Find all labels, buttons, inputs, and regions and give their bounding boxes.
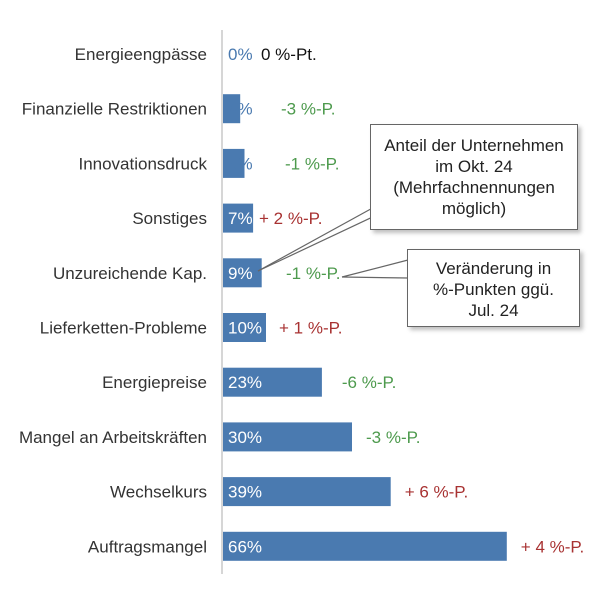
change-label: + 1 %-P.: [279, 319, 342, 338]
callout-share-line-4: möglich): [441, 199, 507, 218]
change-label: + 2 %-P.: [259, 209, 322, 228]
value-label: 39%: [228, 483, 262, 502]
bar: [223, 313, 266, 342]
bar: [223, 148, 245, 178]
value-label: 5%: [228, 154, 253, 173]
category-label: Auftragsmangel: [88, 537, 207, 556]
bar: [223, 367, 322, 397]
callout-change-pointer-2: [341, 276, 409, 279]
callout-share-line-3: (Mehrfachnennungen: [393, 178, 555, 197]
category-label: Mangel an Arbeitskräften: [19, 428, 207, 447]
bar: [223, 94, 241, 124]
change-label: -3 %-P.: [281, 100, 336, 119]
category-label: Finanzielle Restriktionen: [22, 100, 207, 119]
bar: [223, 531, 507, 561]
callout-share-line-1: Anteil der Unternehmen: [384, 136, 564, 155]
value-label: 7%: [228, 209, 253, 228]
callout-share-line-2: im Okt. 24: [435, 157, 513, 176]
change-label: -1 %-P.: [285, 154, 340, 173]
callout-change: Veränderung in %-Punkten ggü. Jul. 24: [407, 249, 580, 327]
bar: [223, 422, 352, 452]
callout-change-line-2: %-Punkten ggü.: [433, 280, 554, 299]
category-label: Wechselkurs: [110, 483, 207, 502]
category-label: Energiepreise: [102, 373, 207, 392]
bar: [223, 203, 254, 233]
bar: [223, 258, 262, 288]
category-label: Sonstiges: [132, 209, 207, 228]
callout-change-line-1: Veränderung in: [435, 259, 552, 278]
value-label: 66%: [228, 537, 262, 556]
change-label: 0 %-Pt.: [261, 45, 317, 64]
bar: [223, 477, 391, 507]
change-label: -1 %-P.: [286, 264, 341, 283]
category-label: Energieengpässe: [75, 45, 207, 64]
category-label: Lieferketten-Probleme: [40, 319, 207, 338]
category-label: Innovationsdruck: [78, 154, 207, 173]
value-label: 30%: [228, 428, 262, 447]
value-label: 9%: [228, 264, 253, 283]
change-label: -6 %-P.: [342, 373, 397, 392]
callout-share-pointer: [257, 204, 379, 272]
callout-share: Anteil der Unternehmen im Okt. 24 (Mehrf…: [370, 124, 578, 230]
value-label: 0%: [228, 45, 253, 64]
change-label: + 4 %-P.: [521, 537, 584, 556]
change-label: -3 %-P.: [366, 428, 421, 447]
value-label: 23%: [228, 373, 262, 392]
category-label: Unzureichende Kap.: [53, 264, 207, 283]
change-label: + 6 %-P.: [405, 483, 468, 502]
callout-change-pointer: [341, 259, 409, 278]
callout-change-line-3: Jul. 24: [468, 301, 519, 320]
value-label: 4%: [228, 100, 253, 119]
value-label: 10%: [228, 319, 262, 338]
